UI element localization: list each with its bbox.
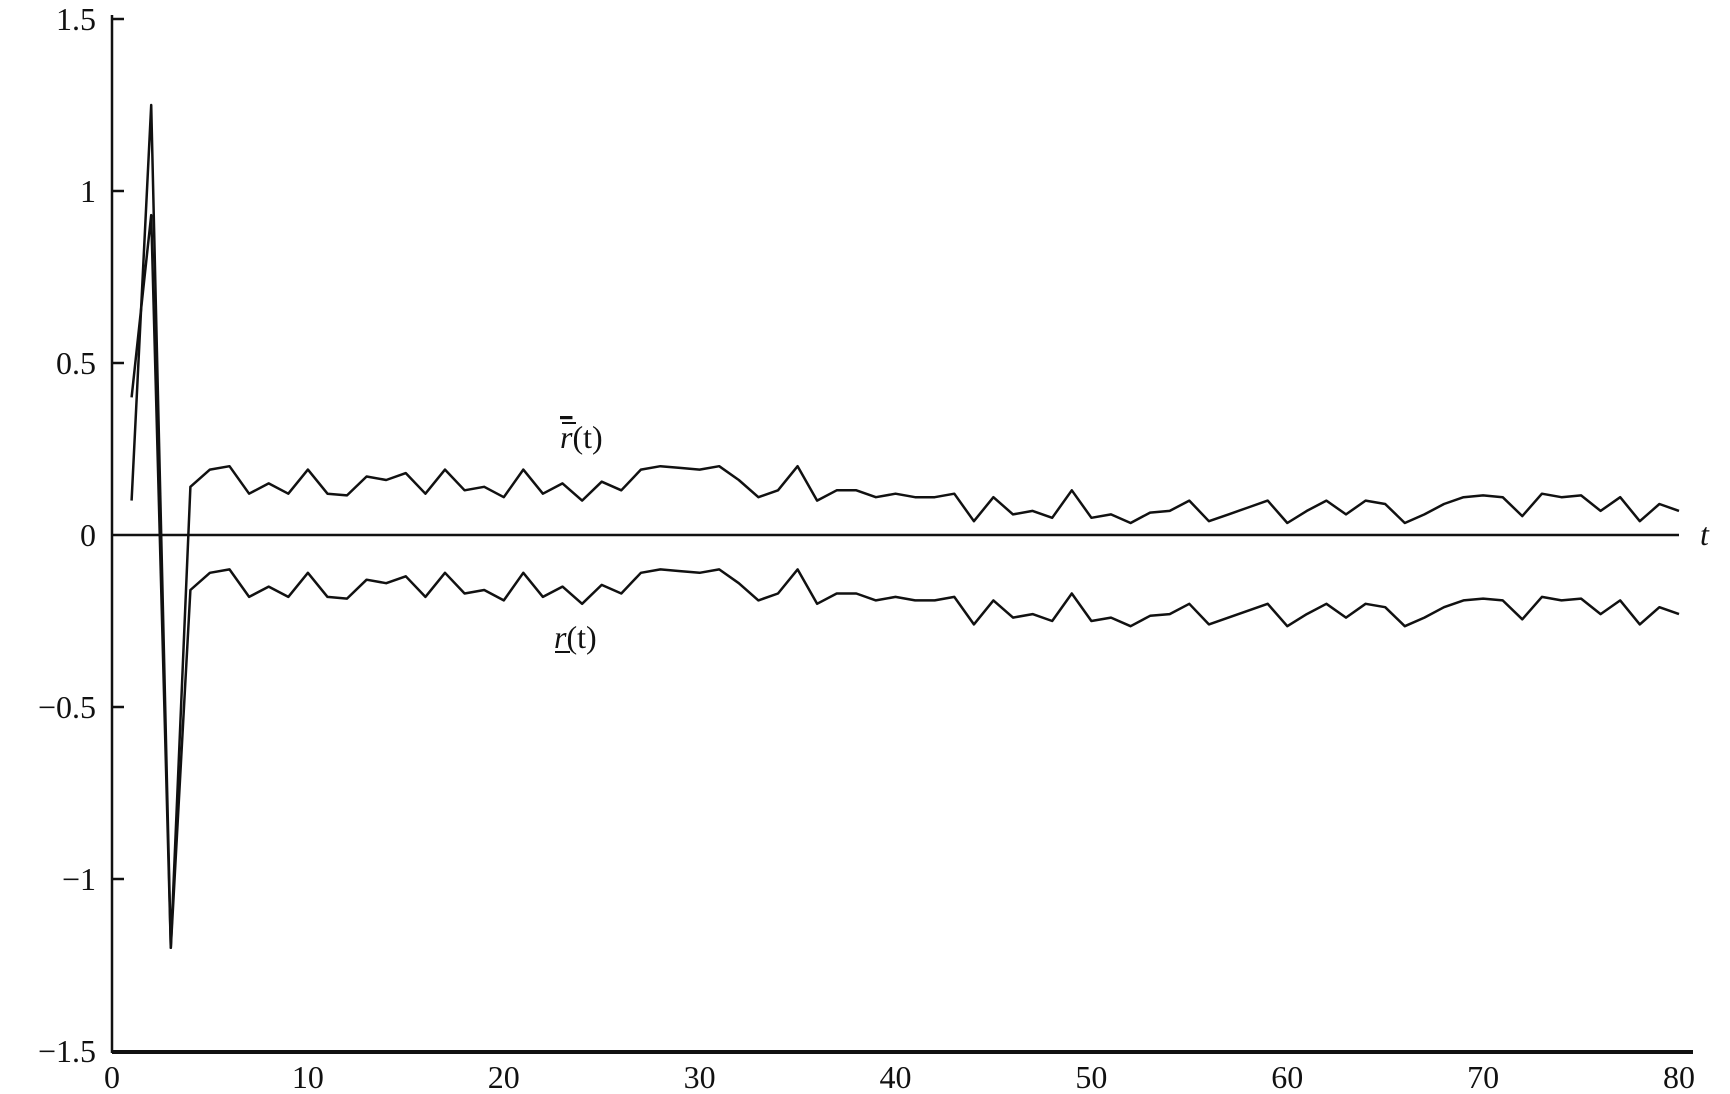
x-tick-label: 30 [684,1059,716,1094]
x-tick-label: 60 [1271,1059,1303,1094]
axes [110,15,1693,1054]
lower-label-suffix: (t) [566,619,596,655]
series-label-upper: r(t) [560,419,603,455]
y-tick-label: −1 [62,861,96,897]
y-tick-label: −1.5 [38,1033,96,1069]
x-axis-label: t [1700,516,1710,552]
y-tick-label: 1 [80,173,96,209]
y-tick-label: 1.5 [56,1,96,37]
x-tick-label: 20 [488,1059,520,1094]
x-tick-label: 40 [880,1059,912,1094]
y-tick-label: −0.5 [38,689,96,725]
x-tick-label: 50 [1075,1059,1107,1094]
y-tick-label: 0 [80,517,96,553]
upper-label-main: r [560,419,573,455]
lower-label-main: r [554,619,567,655]
x-tick-label: 70 [1467,1059,1499,1094]
x-tick-label: 80 [1663,1059,1695,1094]
upper-label-suffix: (t) [572,419,602,455]
y-tick-label: 0.5 [56,345,96,381]
series-line-upper [130,103,1680,950]
series-lines [130,103,1680,950]
x-tick-label: 10 [292,1059,324,1094]
series-label-lower: r(t) [554,619,597,655]
x-ticks: 0 10 20 30 40 50 60 70 80 [104,1059,1695,1094]
y-ticks: 1.5 1 0.5 0 −0.5 −1 −1.5 [38,1,124,1069]
series-line-lower [130,213,1680,950]
x-tick-label: 0 [104,1059,120,1094]
